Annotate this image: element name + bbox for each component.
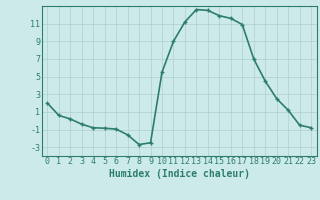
- X-axis label: Humidex (Indice chaleur): Humidex (Indice chaleur): [109, 169, 250, 179]
